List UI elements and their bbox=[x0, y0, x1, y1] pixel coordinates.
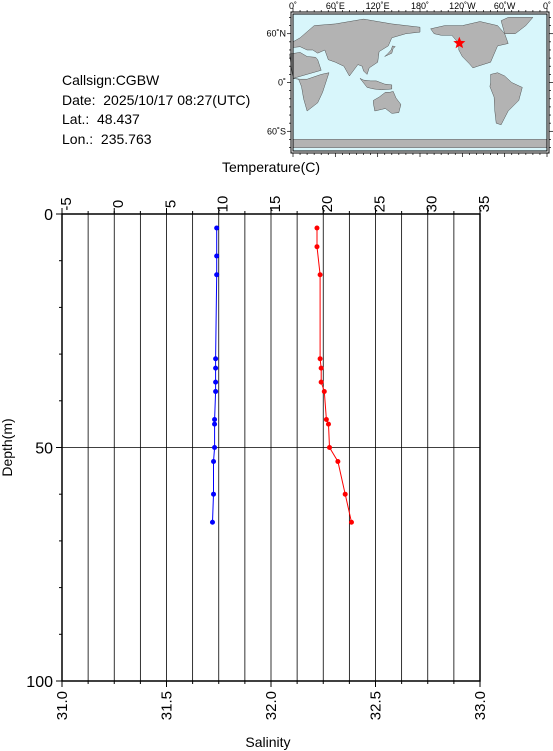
salinity-data-point bbox=[213, 356, 219, 362]
salinity-data-point bbox=[212, 416, 218, 422]
salinity-tick-label: 32.0 bbox=[263, 691, 280, 720]
salinity-data-point bbox=[211, 491, 217, 497]
temperature-tick-label: 25 bbox=[371, 196, 388, 213]
map-lon-label: 180˚ bbox=[411, 1, 429, 11]
salinity-tick-label: 32.5 bbox=[368, 691, 385, 720]
salinity-axis-label: Salinity bbox=[245, 734, 290, 750]
depth-tick-label: 0 bbox=[44, 207, 53, 224]
salinity-data-point bbox=[214, 253, 220, 259]
temperature-data-point bbox=[323, 416, 329, 422]
temperature-tick-label: 35 bbox=[476, 196, 493, 213]
callsign-text: Callsign:CGBW bbox=[62, 72, 160, 88]
temperature-data-point bbox=[317, 272, 323, 278]
map-lon-label: 120˚E bbox=[366, 1, 390, 11]
salinity-tick-label: 31.0 bbox=[54, 691, 71, 720]
map-lat-label: 60˚S bbox=[267, 126, 286, 136]
map-landmass bbox=[373, 91, 402, 114]
station-info: Callsign:CGBW Date: 2025/10/17 08:27(UTC… bbox=[62, 71, 250, 149]
temperature-data-point bbox=[318, 365, 324, 371]
map-landmass bbox=[500, 17, 534, 34]
salinity-data-point bbox=[214, 272, 220, 278]
map-frame bbox=[292, 13, 548, 152]
salinity-tick-label: 33.0 bbox=[472, 691, 489, 720]
temperature-data-point bbox=[318, 379, 324, 385]
temperature-tick-label: 5 bbox=[162, 200, 179, 208]
salinity-data-point bbox=[213, 388, 219, 394]
date-text: Date: 2025/10/17 08:27(UTC) bbox=[62, 91, 251, 108]
salinity-data-point bbox=[213, 365, 219, 371]
map-lat-label: 60˚N bbox=[266, 29, 286, 39]
salinity-data-point bbox=[214, 225, 220, 231]
temperature-tick-label: 20 bbox=[319, 196, 336, 213]
map-landmass bbox=[384, 45, 396, 57]
temperature-tick-label: 10 bbox=[215, 196, 232, 213]
depth-axis-label: Depth(m) bbox=[0, 418, 15, 476]
map-lon-label: 0˚ bbox=[543, 1, 551, 11]
longitude-text: Lon.: 235.763 bbox=[62, 130, 152, 147]
salinity-data-point bbox=[212, 445, 218, 450]
salinity-data-point bbox=[212, 421, 218, 427]
temperature-axis-label: Temperature(C) bbox=[222, 159, 320, 175]
map-landmass bbox=[489, 72, 523, 126]
temperature-tick-label: 30 bbox=[424, 196, 441, 213]
temperature-data-point bbox=[314, 225, 320, 231]
salinity-data-point bbox=[213, 379, 219, 385]
map-lat-label: 0˚ bbox=[278, 78, 286, 88]
map-lon-label: 0˚ bbox=[289, 1, 297, 11]
temperature-data-point bbox=[348, 519, 354, 525]
depth-tick-label: 50 bbox=[35, 441, 53, 458]
map-landmass bbox=[359, 78, 392, 91]
temperature-data-point bbox=[321, 388, 327, 394]
depth-tick-label: 100 bbox=[26, 674, 53, 691]
latitude-text: Lat.: 48.437 bbox=[62, 111, 140, 127]
temperature-tick-label: 0 bbox=[110, 200, 127, 208]
temperature-data-point bbox=[314, 244, 320, 250]
temperature-tick-label: -5 bbox=[58, 197, 75, 210]
map-landmass bbox=[289, 52, 330, 112]
temperature-data-point bbox=[342, 491, 348, 497]
map-lon-label: 60˚W bbox=[494, 1, 516, 11]
star-icon bbox=[453, 36, 466, 49]
temperature-data-point bbox=[317, 356, 323, 362]
temperature-data-point bbox=[325, 421, 331, 427]
map-lon-label: 60˚E bbox=[326, 1, 345, 11]
temperature-tick-label: 15 bbox=[267, 196, 284, 213]
temperature-data-point bbox=[335, 459, 341, 465]
map-lon-label: 120˚W bbox=[449, 1, 476, 11]
salinity-data-point bbox=[211, 459, 217, 465]
world-map: 0˚ 60˚E 120˚E 180˚ 120˚W 60˚W 0˚ 60˚N 0˚ 60˚S bbox=[266, 1, 553, 157]
salinity-tick-label: 31.5 bbox=[159, 691, 176, 720]
map-landmass bbox=[292, 18, 421, 77]
salinity-data-point bbox=[209, 519, 215, 525]
temperature-data-point bbox=[327, 445, 333, 450]
